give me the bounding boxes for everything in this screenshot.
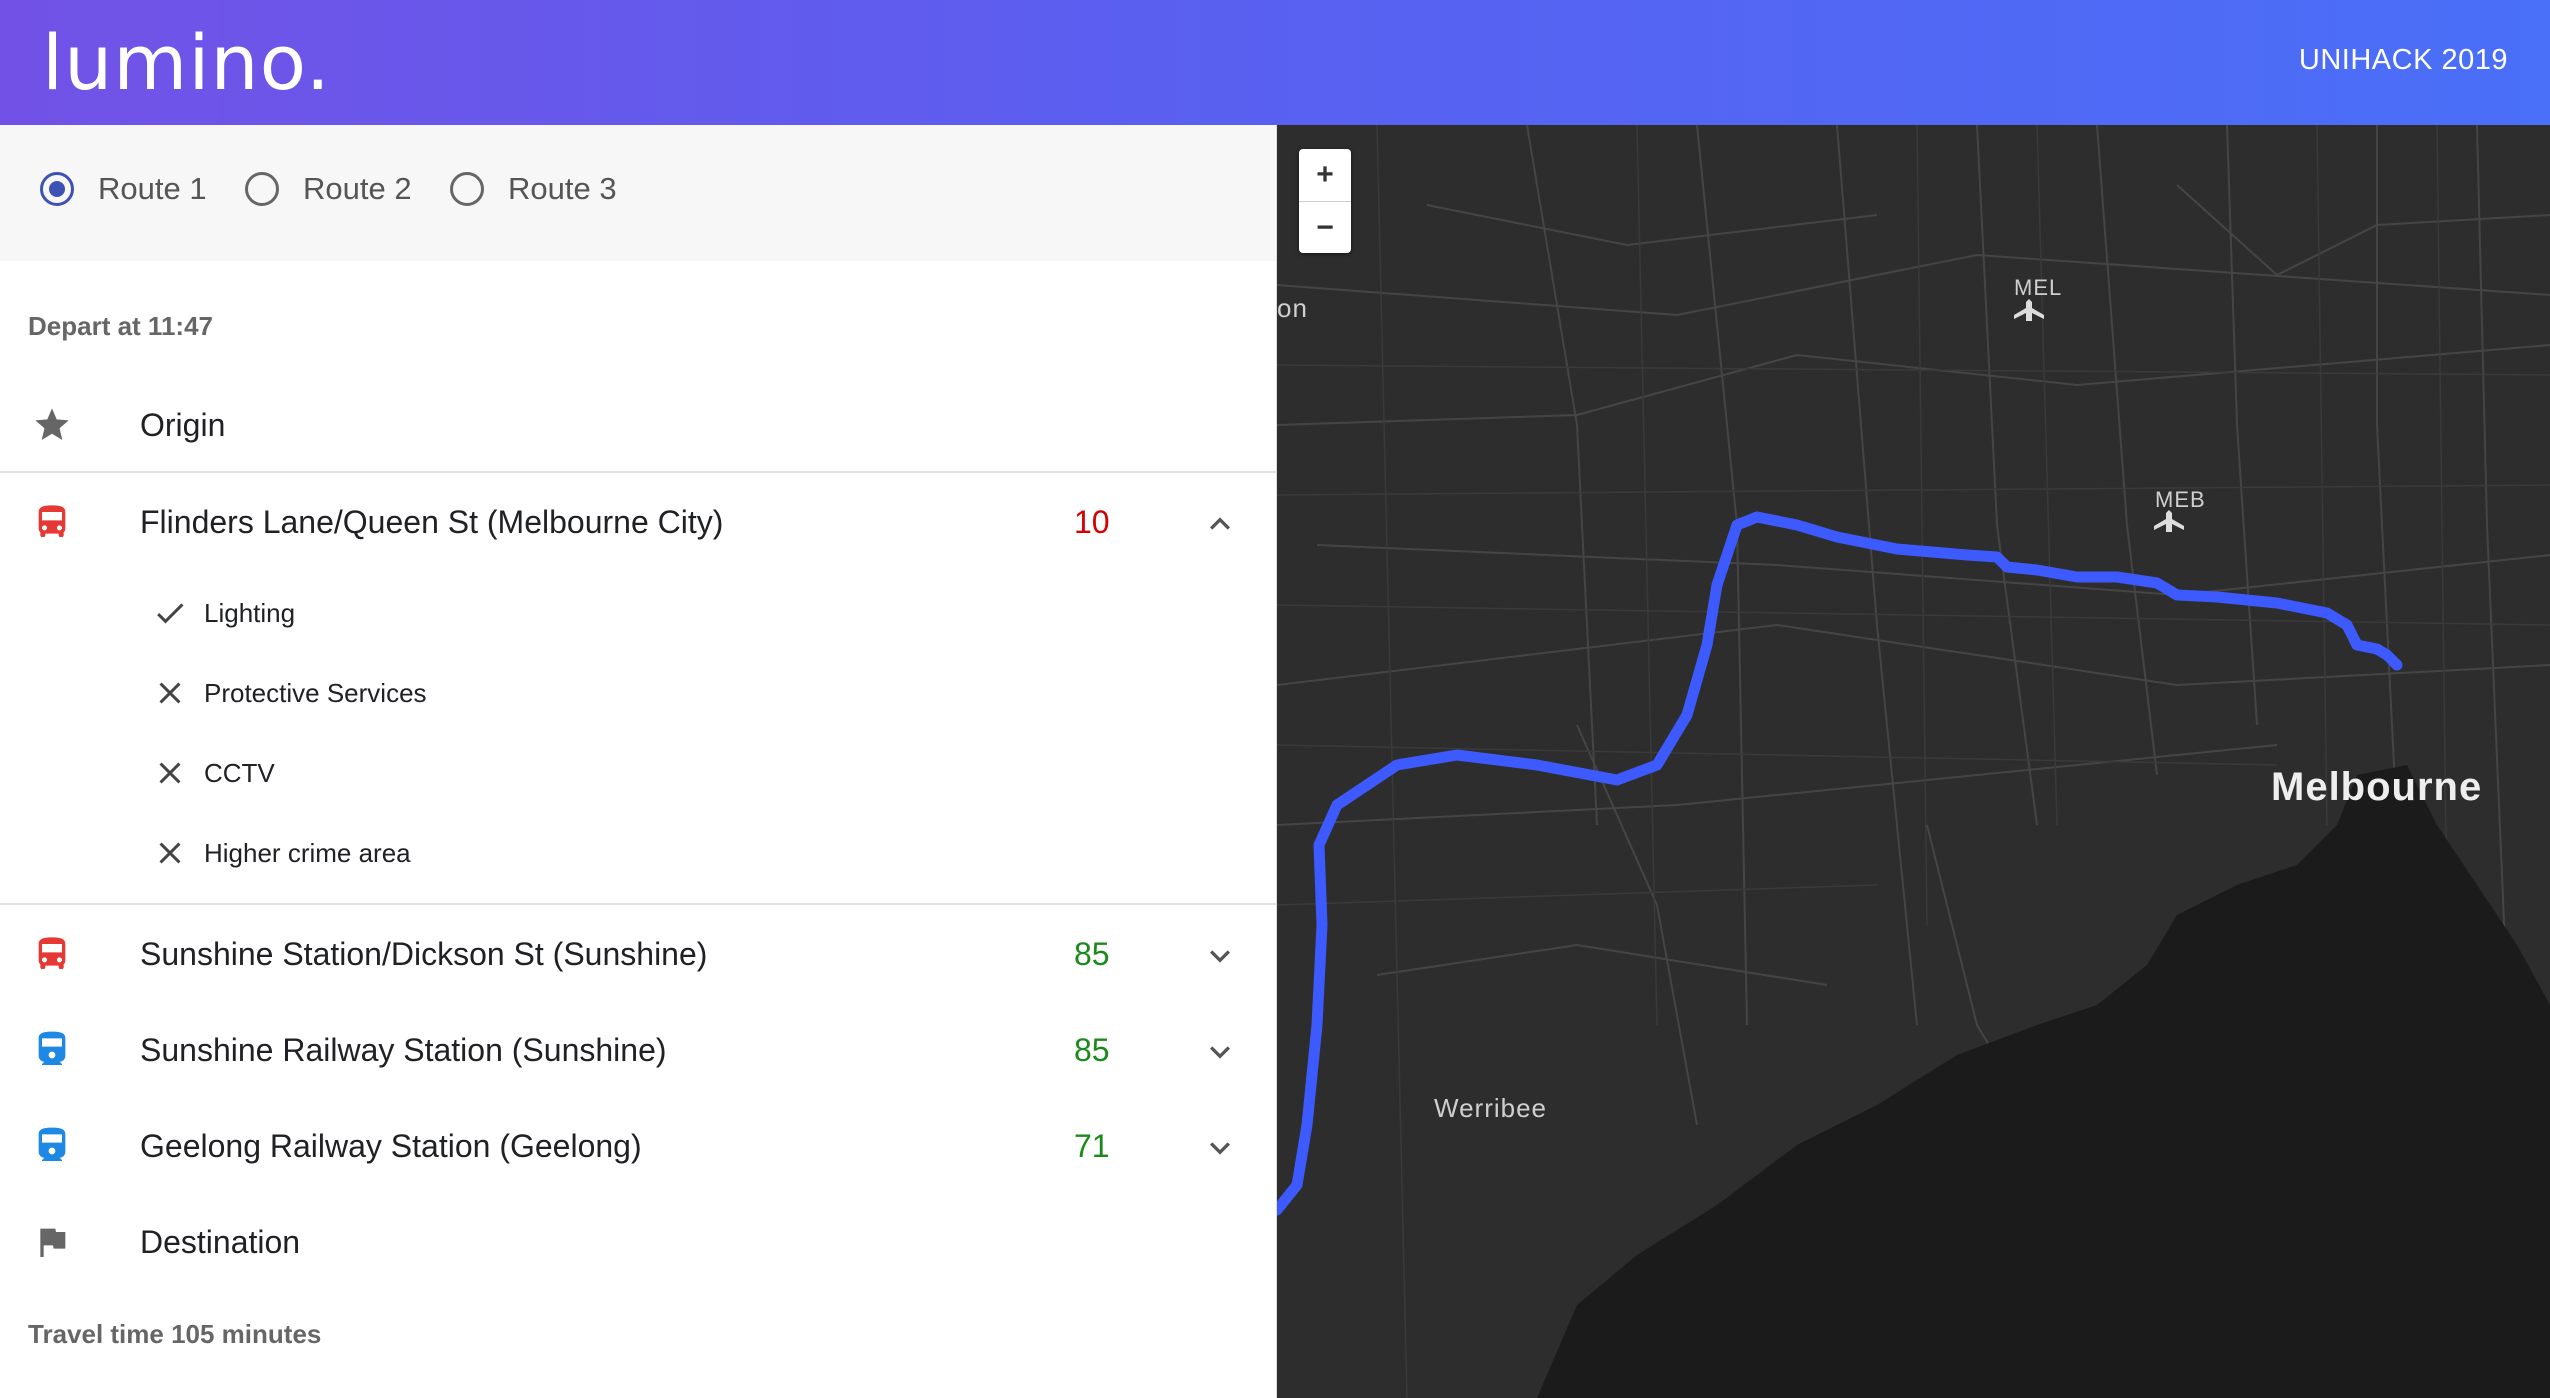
factor-label: Lighting — [204, 597, 296, 628]
factor-item: Protective Services — [152, 671, 427, 715]
origin-label: Origin — [140, 407, 226, 443]
stop-label: Flinders Lane/Queen St (Melbourne City) — [140, 504, 724, 540]
factor-label: Protective Services — [204, 677, 427, 708]
route-label: Route 3 — [508, 171, 617, 206]
bus-icon — [38, 937, 66, 969]
close-icon — [159, 762, 181, 784]
app-header: lumino. UNIHACK 2019 — [0, 0, 2550, 125]
origin-row: Origin — [0, 375, 1276, 471]
divider — [0, 471, 1276, 473]
route-label: Route 2 — [303, 171, 412, 206]
route-sidebar: Route 1 Route 2 Route 3 Depart at 11:47 … — [0, 125, 1277, 1398]
safety-score: 85 — [1074, 1032, 1110, 1068]
stop-row[interactable]: Sunshine Railway Station (Sunshine) 85 — [0, 1000, 1276, 1096]
stop-row[interactable]: Geelong Railway Station (Geelong) 71 — [0, 1096, 1276, 1192]
map-view[interactable]: MEL MEB Werribee on Melbourne + − — [1277, 125, 2550, 1398]
zoom-in-button[interactable]: + — [1299, 149, 1351, 202]
airport-icon — [2014, 299, 2184, 532]
radio-circle — [40, 172, 74, 206]
safety-score: 10 — [1074, 504, 1110, 540]
app-logo: lumino. — [42, 18, 331, 107]
route-1-radio[interactable]: Route 1 — [40, 171, 207, 207]
radio-circle — [450, 172, 484, 206]
destination-row: Destination — [0, 1192, 1276, 1288]
map-label-meb: MEB — [2155, 487, 2206, 512]
flag-icon — [40, 1228, 66, 1257]
safety-score: 71 — [1074, 1128, 1110, 1164]
map-label-mel: MEL — [2014, 275, 2063, 300]
star-icon — [35, 408, 69, 440]
factor-label: Higher crime area — [204, 837, 411, 868]
train-icon — [38, 1031, 66, 1065]
check-icon — [157, 603, 184, 624]
bay-water — [1537, 765, 2550, 1398]
destination-label: Destination — [140, 1224, 301, 1260]
map-label-edge: on — [1277, 293, 1308, 323]
factor-item: Lighting — [152, 591, 295, 635]
route-2-radio[interactable]: Route 2 — [245, 171, 412, 207]
route-selector: Route 1 Route 2 Route 3 — [0, 125, 1276, 261]
close-icon — [159, 842, 181, 864]
safety-score: 85 — [1074, 936, 1110, 972]
travel-time: Travel time 105 minutes — [28, 1319, 322, 1349]
stop-row[interactable]: Sunshine Station/Dickson St (Sunshine) 8… — [0, 904, 1276, 1000]
event-label: UNIHACK 2019 — [2298, 44, 2508, 76]
map-label-melbourne: Melbourne — [2271, 765, 2483, 809]
stop-row[interactable]: Flinders Lane/Queen St (Melbourne City) … — [0, 472, 1276, 568]
depart-time: Depart at 11:47 — [28, 311, 213, 341]
route-3-radio[interactable]: Route 3 — [450, 171, 617, 207]
close-icon — [159, 682, 181, 704]
chevron-up-icon[interactable] — [1200, 504, 1240, 544]
zoom-out-button[interactable]: − — [1316, 211, 1334, 244]
bus-icon — [38, 505, 66, 537]
zoom-control: + − — [1299, 149, 1351, 253]
chevron-down-icon[interactable] — [1200, 1032, 1240, 1072]
map-label-werribee: Werribee — [1434, 1093, 1548, 1123]
map-canvas — [1277, 125, 2550, 1398]
stop-label: Sunshine Station/Dickson St (Sunshine) — [140, 936, 708, 972]
factor-label: CCTV — [204, 757, 275, 788]
stop-label: Sunshine Railway Station (Sunshine) — [140, 1032, 667, 1068]
radio-circle — [245, 172, 279, 206]
stop-label: Geelong Railway Station (Geelong) — [140, 1128, 642, 1164]
factor-item: Higher crime area — [152, 831, 411, 875]
route-label: Route 1 — [98, 171, 207, 206]
divider — [0, 903, 1276, 905]
train-icon — [38, 1127, 66, 1161]
factor-item: CCTV — [152, 751, 275, 795]
chevron-down-icon[interactable] — [1200, 936, 1240, 976]
road-grid — [1277, 125, 2550, 1226]
chevron-down-icon[interactable] — [1200, 1128, 1240, 1168]
route-path — [1277, 511, 2403, 1216]
